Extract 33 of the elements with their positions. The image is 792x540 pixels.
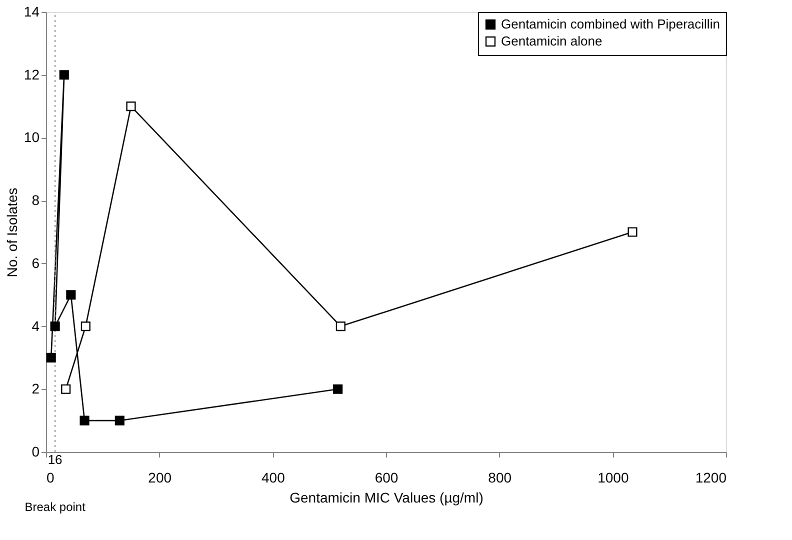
y-tick-label: 2: [32, 380, 40, 397]
y-tick-label: 6: [32, 254, 40, 271]
point: [80, 322, 90, 332]
x-tick-label: 200: [148, 470, 172, 486]
y-tick-label: 8: [32, 192, 40, 208]
point: [114, 416, 124, 426]
y-tick-label: 4: [32, 318, 40, 334]
point: [66, 290, 76, 300]
x-tick-label: 1000: [598, 470, 629, 486]
x-tick-label: 800: [488, 470, 512, 486]
point: [46, 352, 56, 362]
point: [628, 227, 638, 237]
legend-label: Gentamicin alone: [501, 34, 602, 48]
x-tick-label: 400: [261, 470, 286, 486]
y-tick-label: 10: [24, 129, 40, 146]
x-tick-label: 1200: [695, 470, 727, 486]
text: Break point: [24, 500, 86, 514]
x-tick-label: 0: [46, 470, 54, 486]
point: [336, 322, 346, 332]
point: [61, 384, 71, 394]
point: [126, 102, 136, 112]
y-tick-label: 0: [32, 444, 40, 460]
x-tick-label: 600: [374, 470, 398, 486]
x-axis-title: Gentamicin MIC Values (µg/ml): [290, 490, 484, 506]
ref-line-label: 16: [48, 452, 62, 467]
point: [59, 70, 69, 80]
y-axis-title: No. of Isolates: [4, 188, 20, 278]
y-tick-label: 12: [24, 66, 40, 82]
legend-label: Gentamicin combined with Piperacillin: [501, 16, 720, 32]
point: [80, 416, 90, 426]
point: [50, 322, 60, 332]
point: [333, 384, 343, 394]
y-tick-label: 14: [24, 4, 40, 20]
